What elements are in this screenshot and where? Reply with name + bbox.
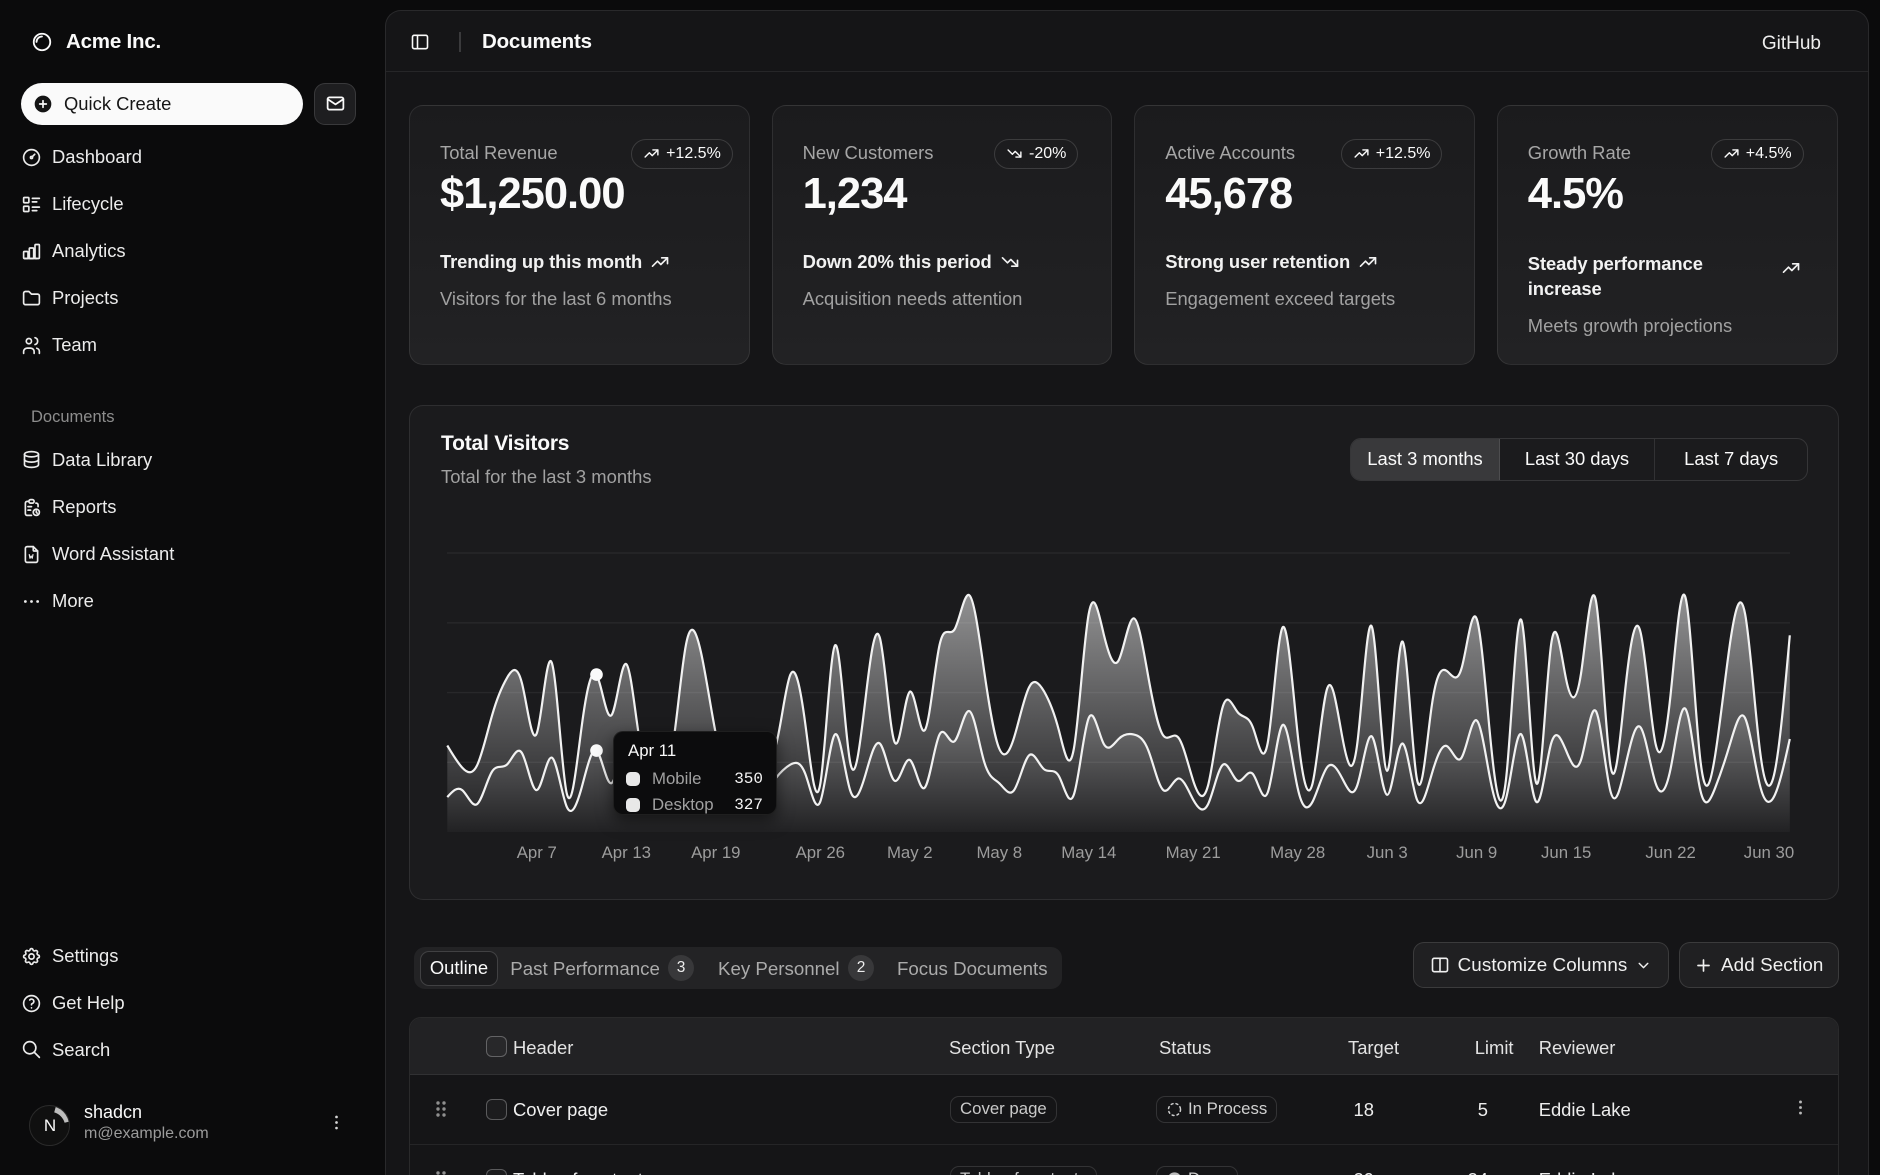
svg-text:Jun 9: Jun 9 — [1456, 843, 1497, 862]
svg-text:Apr 7: Apr 7 — [517, 843, 557, 862]
svg-text:Apr 13: Apr 13 — [602, 843, 651, 862]
svg-text:May 2: May 2 — [887, 843, 933, 862]
svg-text:Apr 19: Apr 19 — [691, 843, 740, 862]
svg-text:May 14: May 14 — [1061, 843, 1116, 862]
svg-text:May 21: May 21 — [1166, 843, 1221, 862]
svg-text:Jun 15: Jun 15 — [1541, 843, 1591, 862]
svg-text:Jun 22: Jun 22 — [1645, 843, 1695, 862]
svg-text:May 8: May 8 — [976, 843, 1022, 862]
svg-text:Apr 26: Apr 26 — [796, 843, 845, 862]
svg-text:May 28: May 28 — [1270, 843, 1325, 862]
svg-text:Jun 30: Jun 30 — [1744, 843, 1794, 862]
svg-text:Jun 3: Jun 3 — [1367, 843, 1408, 862]
